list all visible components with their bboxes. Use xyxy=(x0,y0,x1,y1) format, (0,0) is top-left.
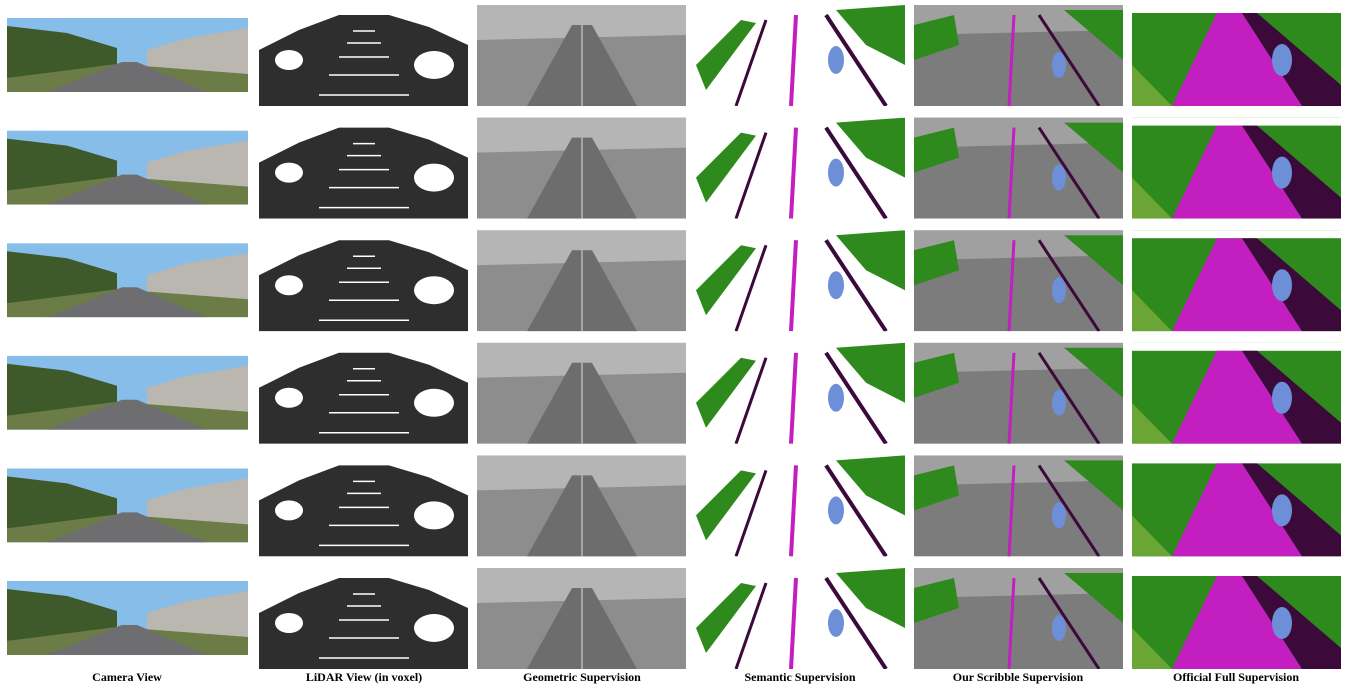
column-caption: Camera View xyxy=(92,670,162,684)
image-tile xyxy=(696,342,905,444)
image-tile xyxy=(1132,568,1341,669)
image-tile xyxy=(7,243,248,318)
image-tile xyxy=(1132,230,1341,332)
column-caption: Our Scribble Supervision xyxy=(953,670,1084,684)
image-tile xyxy=(914,5,1123,106)
image-tile xyxy=(914,117,1123,219)
column-caption: Semantic Supervision xyxy=(744,670,855,684)
image-tile xyxy=(7,355,248,430)
image-tile xyxy=(1132,342,1341,444)
image-tile xyxy=(7,18,248,92)
image-tile xyxy=(259,5,468,106)
image-tile xyxy=(7,468,248,543)
column-caption: LiDAR View (in voxel) xyxy=(306,670,422,684)
image-tile xyxy=(477,455,686,557)
image-tile xyxy=(914,230,1123,332)
image-tile xyxy=(477,117,686,219)
image-tile xyxy=(696,117,905,219)
image-tile xyxy=(259,117,468,219)
image-tile xyxy=(696,455,905,557)
image-tile xyxy=(477,230,686,332)
image-tile xyxy=(477,342,686,444)
image-tile xyxy=(259,230,468,332)
column-caption: Geometric Supervision xyxy=(523,670,641,684)
image-tile xyxy=(7,130,248,205)
image-tile xyxy=(477,568,686,669)
column-caption: Official Full Supervision xyxy=(1173,670,1299,684)
tile-grid xyxy=(7,5,1341,669)
image-tile xyxy=(1132,117,1341,219)
image-tile xyxy=(696,5,905,106)
image-tile xyxy=(696,230,905,332)
image-tile xyxy=(7,581,248,655)
image-tile xyxy=(914,342,1123,444)
image-tile xyxy=(914,455,1123,557)
image-tile xyxy=(259,455,468,557)
image-tile xyxy=(1132,5,1341,106)
image-tile xyxy=(1132,455,1341,557)
image-tile xyxy=(259,568,468,669)
image-tile xyxy=(914,568,1123,669)
image-tile xyxy=(259,342,468,444)
image-tile xyxy=(696,568,905,669)
image-tile xyxy=(477,5,686,106)
